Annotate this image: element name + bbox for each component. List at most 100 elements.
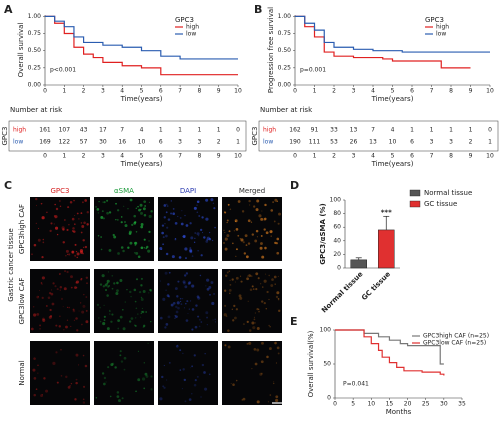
stain-dot (161, 224, 165, 227)
stain-dot (273, 220, 276, 223)
micrograph (222, 341, 282, 405)
stain-dot (74, 223, 76, 225)
stain-dot (205, 198, 209, 202)
stain-dot (61, 226, 65, 230)
risk-count: 107 (59, 127, 71, 134)
stain-dot (122, 249, 125, 253)
stain-dot (75, 378, 78, 381)
stain-dot (69, 200, 73, 204)
stain-dot (177, 306, 180, 310)
stain-dot (46, 211, 48, 214)
stain-dot (142, 207, 146, 211)
stain-dot (97, 235, 100, 237)
stain-dot (256, 400, 260, 404)
stain-dot (99, 320, 102, 323)
stain-dot (253, 348, 257, 351)
stain-dot (62, 241, 66, 244)
stain-dot (276, 291, 280, 295)
stain-dot (66, 306, 69, 308)
stain-dot (167, 295, 170, 298)
stain-dot (41, 283, 43, 285)
stain-dot (242, 323, 245, 326)
stain-dot (75, 281, 78, 284)
x-tick-label: 10 (234, 88, 242, 95)
stain-dot (31, 253, 33, 256)
stain-dot (33, 393, 36, 397)
stain-dot (56, 288, 59, 291)
stain-dot (80, 231, 83, 234)
stain-dot (202, 232, 204, 234)
stain-dot (273, 275, 277, 279)
stain-dot (273, 382, 275, 385)
stain-dot (85, 276, 89, 279)
stain-dot (198, 215, 201, 217)
stain-dot (269, 326, 271, 328)
stain-dot (72, 309, 76, 313)
stain-dot (191, 308, 195, 311)
stain-dot (203, 371, 206, 374)
stain-dot (121, 397, 124, 400)
stain-dot (243, 252, 247, 255)
stain-dot (276, 200, 278, 202)
stain-dot (167, 218, 171, 221)
stain-dot (227, 329, 230, 332)
stain-dot (116, 281, 119, 285)
stain-dot (172, 208, 175, 210)
stain-dot (254, 362, 258, 366)
risk-x-tick-label: 6 (410, 153, 414, 160)
stain-dot (265, 308, 268, 310)
stain-dot (108, 211, 112, 214)
stain-dot (200, 396, 202, 398)
stain-dot (193, 354, 196, 357)
stain-dot (100, 248, 103, 251)
stain-dot (235, 276, 239, 280)
risk-ylabel: GPC3 (251, 127, 259, 146)
stain-dot (80, 222, 83, 224)
stain-dot (76, 256, 78, 259)
risk-x-tick-label: 8 (449, 153, 453, 160)
x-tick-label: 9 (469, 88, 473, 95)
stain-dot (75, 317, 78, 320)
stain-dot (224, 344, 227, 347)
stain-dot (106, 199, 109, 202)
stain-dot (78, 364, 80, 366)
stain-dot (245, 255, 249, 259)
stain-dot (189, 300, 192, 302)
stain-dot (200, 321, 203, 323)
row-label: GPC3high CAF (18, 204, 26, 254)
micrograph (30, 269, 90, 333)
stain-dot (102, 217, 105, 220)
stain-dot (208, 285, 212, 289)
stain-dot (72, 227, 75, 230)
stain-dot (37, 295, 40, 298)
stain-dot (266, 355, 269, 359)
stain-dot (227, 203, 230, 206)
stain-dot (228, 289, 232, 292)
stain-dot (105, 289, 108, 292)
stain-dot (165, 211, 168, 214)
stain-dot (200, 254, 203, 257)
stain-dot (186, 273, 188, 275)
stain-dot (59, 315, 61, 317)
x-tick-label: 6 (159, 88, 163, 95)
x-axis-label: Time(years) (371, 95, 414, 103)
stain-dot (162, 297, 166, 301)
stain-dot (41, 394, 43, 396)
stain-dot (260, 372, 263, 375)
stain-dot (76, 280, 80, 284)
risk-title: Number at risk (10, 106, 63, 114)
risk-count: 1 (178, 127, 182, 134)
risk-x-tick-label: 2 (332, 153, 336, 160)
stain-dot (176, 295, 179, 298)
stain-dot (193, 206, 197, 210)
stain-dot (137, 378, 141, 382)
risk-x-tick-label: 7 (178, 153, 182, 160)
stain-dot (229, 279, 231, 281)
stain-dot (123, 356, 127, 360)
stain-dot (251, 321, 255, 325)
stain-dot (103, 382, 106, 386)
stain-dot (205, 285, 207, 287)
stain-dot (116, 289, 119, 293)
